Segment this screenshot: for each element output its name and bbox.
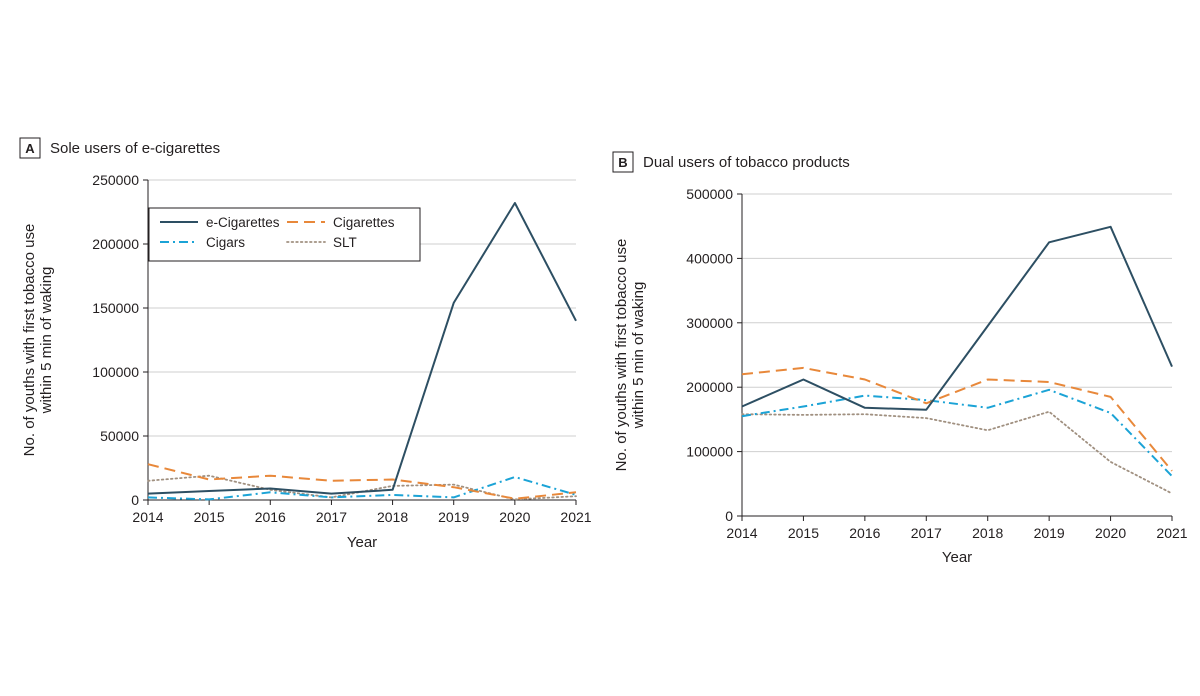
panel-b-x-tick-label: 2019: [1034, 525, 1065, 541]
panel-b-y-tick-label: 100000: [686, 444, 733, 460]
panel-a-x-tick-label: 2017: [316, 509, 347, 525]
panel-b-series-cigarettes: [741, 366, 1173, 472]
panel-a-y-tick-label: 150000: [92, 300, 139, 316]
panel-b-x-tick-label: 2014: [726, 525, 757, 541]
panel-b-y-tick-label: 500000: [686, 186, 733, 202]
panel-b-y-axis-title-line: within 5 min of waking: [630, 282, 647, 430]
legend-label: SLT: [333, 235, 357, 250]
panel-a-y-tick-label: 250000: [92, 172, 139, 188]
panel-a-y-tick-label: 50000: [100, 428, 139, 444]
panel-b-y-axis-title-line: No. of youths with first tobacco use: [613, 239, 630, 472]
panel-a-x-axis-title: Year: [347, 534, 377, 551]
panel-b-y-tick-label: 0: [725, 508, 733, 524]
panel-a-legend: e-Cigarettes Cigarettes Cigars SLT: [148, 207, 421, 262]
panel-a-x-tick-label: 2019: [438, 509, 469, 525]
panel-a-series-cigarettes: [147, 463, 577, 500]
panel-b: B Dual users of tobacco products 0 100000 20…: [612, 151, 1188, 566]
panel-b-letter: B: [618, 155, 627, 170]
panel-b-letter-box: [612, 151, 634, 173]
panel-b-y-tick-label: 200000: [686, 379, 733, 395]
panel-a-title: Sole users of e-cigarettes: [50, 140, 220, 157]
legend-label: e-Cigarettes: [206, 215, 280, 230]
panel-a-y-axis-title: No. of youths with first tobacco usewith…: [21, 224, 55, 457]
panel-b-series-e-cigarettes: [741, 225, 1173, 411]
panel-a-x-tick-label: 2020: [499, 509, 530, 525]
panel-a-x-tick-label: 2015: [194, 509, 225, 525]
panel-b-x-tick-label: 2017: [911, 525, 942, 541]
panel-a-letter: A: [25, 141, 35, 156]
panel-b-y-tick-label: 400000: [686, 250, 733, 266]
legend-label: Cigars: [206, 235, 245, 250]
legend-label: Cigarettes: [333, 215, 395, 230]
panel-a-y-tick-label: 200000: [92, 236, 139, 252]
panel-a-y-tick-label: 100000: [92, 364, 139, 380]
panel-a-y-axis-title-line: within 5 min of waking: [38, 267, 55, 415]
panel-a-x-tick-label: 2014: [132, 509, 163, 525]
panel-b-y-tick-label: 300000: [686, 315, 733, 331]
panel-b-title: Dual users of tobacco products: [643, 154, 850, 171]
panel-b-series-slt: [741, 410, 1173, 495]
panel-b-y-axis-title: No. of youths with first tobacco usewith…: [613, 239, 647, 472]
panel-b-series-cigars: [741, 388, 1173, 477]
panel-b-x-tick-label: 2021: [1156, 525, 1187, 541]
panel-b-x-axis-title: Year: [942, 549, 972, 566]
panel-b-x-tick-label: 2018: [972, 525, 1003, 541]
panel-a-series-cigars: [147, 476, 577, 501]
panel-b-x-tick-label: 2020: [1095, 525, 1126, 541]
panel-a-x-tick-label: 2021: [560, 509, 591, 525]
panel-a-letter-box: [19, 137, 41, 159]
panel-a-y-tick-label: 0: [131, 492, 139, 508]
panel-a-series-e-cigarettes: [147, 202, 577, 495]
panel-b-x-tick-label: 2016: [849, 525, 880, 541]
panel-a-y-axis-title-line: No. of youths with first tobacco use: [21, 224, 38, 457]
panel-b-x-tick-label: 2015: [788, 525, 819, 541]
panel-a-x-tick-label: 2018: [377, 509, 408, 525]
panel-a-x-tick-label: 2016: [255, 509, 286, 525]
legend-box: [148, 207, 421, 262]
panel-a: A Sole users of e-cigarettes 0 50000 100000 1…: [19, 137, 592, 551]
